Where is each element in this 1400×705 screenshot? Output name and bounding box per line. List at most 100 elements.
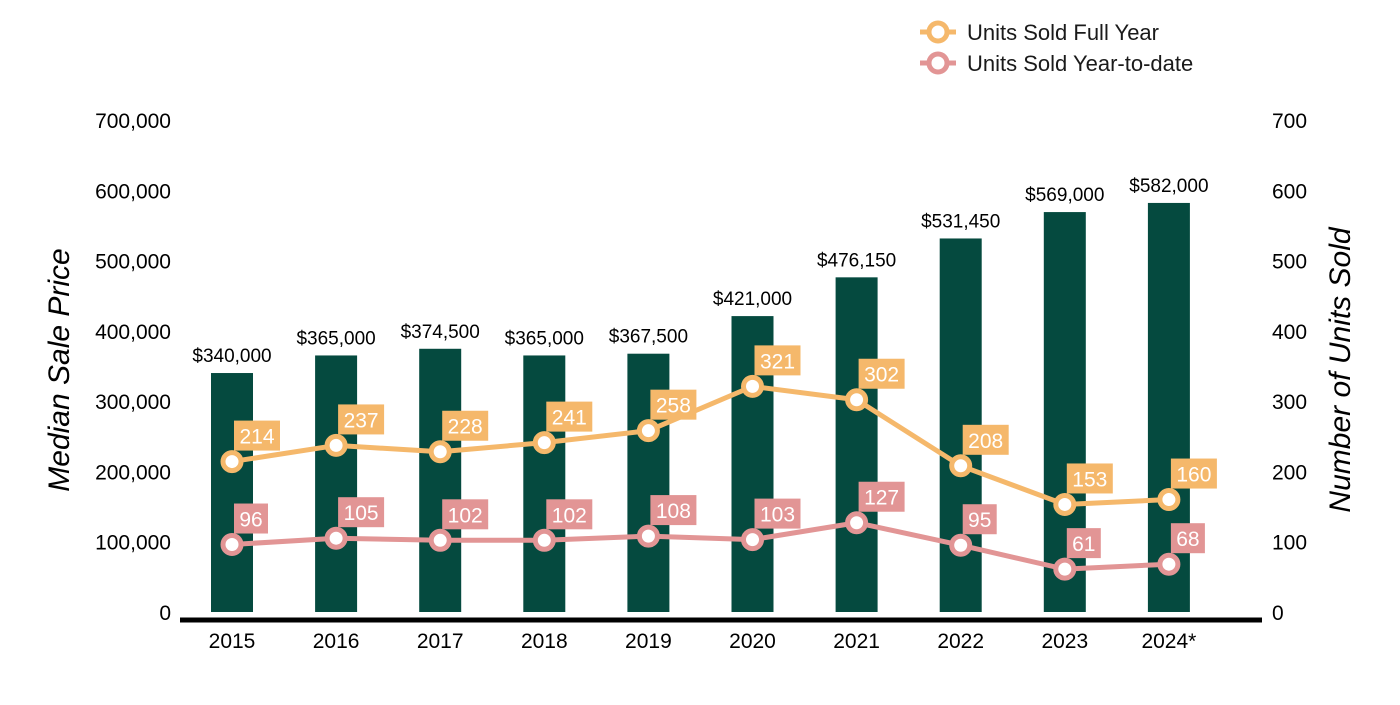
point-label-box [754, 345, 801, 376]
series-line [229, 520, 1172, 572]
point-label-box [234, 503, 268, 534]
x-tick-label: 2023 [1041, 630, 1088, 653]
point-label: 105 [344, 502, 379, 525]
series-point [949, 454, 973, 478]
x-tick-label: 2019 [625, 630, 672, 653]
y-right-tick-label: 700 [1272, 110, 1307, 133]
point-label-box [754, 498, 801, 529]
series-point [845, 388, 869, 412]
bar-value-label: $340,000 [192, 346, 271, 367]
point-label-box [442, 410, 489, 441]
point-label-box [442, 499, 489, 530]
series-point [636, 524, 660, 548]
y-left-axis-title: Median Sale Price [43, 248, 76, 491]
x-tick-label: 2020 [729, 630, 776, 653]
series-point [1157, 552, 1181, 576]
y-right-tick-label: 400 [1272, 321, 1307, 344]
point-label: 68 [1176, 528, 1199, 551]
bar [315, 355, 358, 612]
series-point [949, 533, 973, 557]
point-label: 237 [344, 409, 379, 432]
point-label: 96 [239, 509, 262, 532]
bar-value-label: $476,150 [817, 250, 896, 271]
series-point [1157, 488, 1181, 512]
series-point [532, 431, 556, 455]
series-point [324, 526, 348, 550]
y-right-tick-label: 500 [1272, 251, 1307, 274]
legend-label: Units Sold Full Year [967, 20, 1159, 45]
bar-value-label: $367,500 [609, 327, 688, 348]
series-point [324, 433, 348, 457]
x-tick-label: 2016 [313, 630, 360, 653]
bar-value-label: $365,000 [505, 328, 584, 349]
series-point [532, 528, 556, 552]
bar [211, 373, 253, 612]
bar-value-label: $531,450 [921, 211, 1000, 232]
point-label: 241 [552, 407, 587, 430]
point-label: 108 [656, 500, 691, 523]
series-point [741, 528, 764, 552]
bar [835, 277, 878, 612]
x-tick-label: 2018 [521, 630, 568, 653]
point-label: 102 [448, 504, 483, 527]
point-label: 214 [239, 426, 274, 449]
series-point [845, 511, 869, 535]
y-right-tick-label: 600 [1272, 180, 1307, 203]
bar [523, 355, 566, 612]
bar [419, 348, 462, 612]
point-label-box [962, 424, 1009, 455]
point-label: 228 [448, 416, 483, 439]
point-label: 208 [968, 430, 1003, 453]
point-label-box [234, 420, 280, 451]
point-label: 160 [1176, 464, 1211, 487]
point-label: 258 [656, 395, 691, 418]
y-left-tick-label: 100,000 [95, 532, 171, 555]
point-label: 103 [760, 504, 795, 527]
series-point [1053, 557, 1077, 581]
point-label-box [338, 404, 385, 435]
point-label: 153 [1072, 468, 1107, 491]
point-label-box [858, 358, 905, 389]
bar-value-label: $569,000 [1025, 185, 1104, 206]
bar-value-label: $365,000 [296, 328, 375, 349]
y-left-tick-label: 300,000 [95, 391, 171, 414]
x-tick-label: 2015 [209, 630, 256, 653]
point-label: 302 [864, 364, 899, 387]
series-point [428, 528, 452, 552]
axes-group: 2015 2016 2017 2018 2019 2020 2021 2022 2023 2024… [43, 110, 1357, 653]
point-label-box [650, 389, 697, 420]
point-label-box [338, 497, 385, 528]
point-label-box [546, 401, 593, 432]
point-label-box [858, 481, 905, 512]
point-label-box [1170, 523, 1205, 554]
series-point [220, 533, 244, 557]
y-right-axis-title: Number of Units Sold [1324, 226, 1357, 512]
y-right-tick-label: 300 [1272, 391, 1307, 414]
point-label: 95 [968, 509, 991, 532]
series-point [741, 374, 764, 398]
y-left-tick-label: 200,000 [95, 461, 171, 484]
point-label: 321 [760, 350, 795, 373]
series-point [1053, 492, 1077, 516]
bar-value-label: $374,500 [401, 322, 480, 343]
legend-marker [926, 20, 950, 44]
x-tick-label: 2017 [417, 630, 464, 653]
x-tick-label: 2021 [833, 630, 880, 653]
lines-group: 214 237 228 241 258 321 302 208 153 160 96 105 102 10… [220, 345, 1217, 581]
legend-label: Units Sold Year-to-date [967, 51, 1193, 76]
y-right-tick-label: 100 [1272, 532, 1307, 555]
legend: Units Sold Full Year Units Sold Year-to-d… [920, 20, 1193, 76]
bar-value-label: $421,000 [713, 289, 792, 310]
y-right-tick-label: 200 [1272, 461, 1307, 484]
y-left-tick-label: 500,000 [95, 251, 171, 274]
series-point [428, 440, 452, 464]
point-label: 61 [1072, 533, 1095, 556]
point-label-box [546, 499, 593, 530]
x-tick-label: 2024* [1141, 630, 1196, 653]
point-label-box [962, 504, 997, 535]
point-label: 127 [864, 487, 899, 510]
y-left-tick-label: 700,000 [95, 110, 171, 133]
y-left-tick-label: 600,000 [95, 180, 171, 203]
